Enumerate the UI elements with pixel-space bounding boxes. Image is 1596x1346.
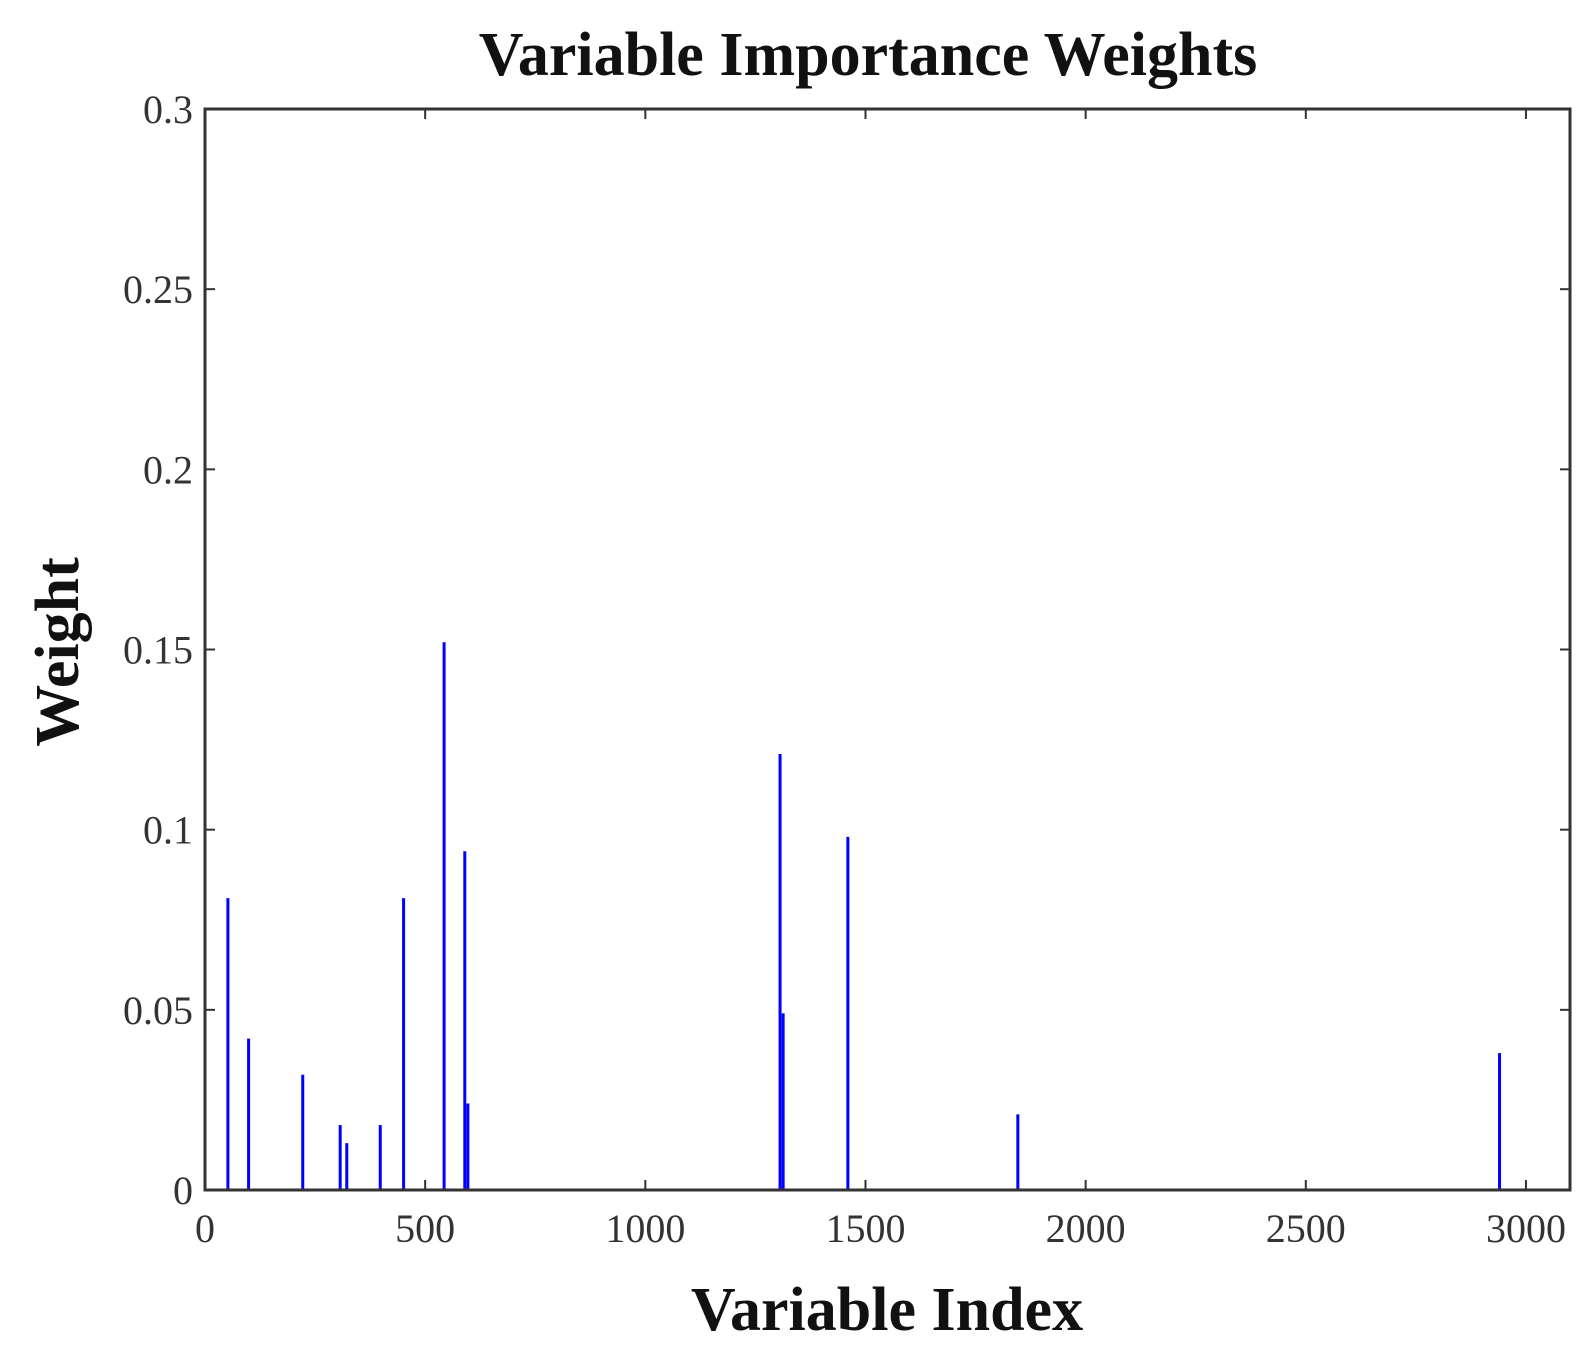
y-tick-label-3: 0.15 [123, 628, 193, 673]
y-axis-label: Weight [24, 557, 92, 747]
y-tick-label-6: 0.3 [143, 87, 193, 132]
y-tick-label-4: 0.2 [143, 447, 193, 492]
ticks-group: 0 500 1000 1500 2000 2500 3000 0 0.05 0.1 0.15 0.2 0… [123, 87, 1570, 1251]
y-tick-label-5: 0.25 [123, 267, 193, 312]
x-tick-label-2: 1000 [605, 1206, 685, 1251]
bars-group [226, 642, 1502, 1190]
y-tick-label-0: 0 [173, 1168, 193, 1213]
chart-title: Variable Importance Weights [479, 21, 1257, 89]
x-tick-label-4: 2000 [1046, 1206, 1126, 1251]
x-tick-label-5: 2500 [1266, 1206, 1346, 1251]
x-axis-label: Variable Index [691, 1276, 1083, 1344]
x-tick-label-0: 0 [195, 1206, 215, 1251]
x-tick-label-3: 1500 [825, 1206, 905, 1251]
y-tick-label-1: 0.05 [123, 988, 193, 1033]
plot-frame [203, 107, 1572, 1192]
x-tick-label-1: 500 [395, 1206, 455, 1251]
x-tick-label-6: 3000 [1486, 1206, 1566, 1251]
y-tick-label-2: 0.1 [143, 808, 193, 853]
